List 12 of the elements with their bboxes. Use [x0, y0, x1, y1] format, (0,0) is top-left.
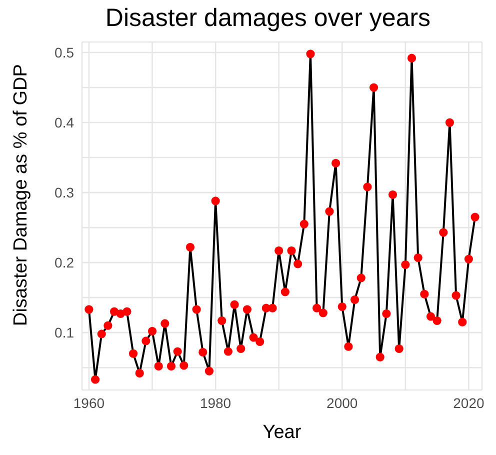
x-tick-label: 1960	[73, 394, 105, 411]
y-axis-title: Disaster Damage as % of GDP	[10, 64, 32, 326]
chart-title: Disaster damages over years	[104, 4, 432, 34]
y-tick-label: 0.5	[54, 44, 74, 60]
x-tick-label: 2020	[453, 394, 484, 411]
y-tick-label: 0.2	[54, 254, 74, 271]
y-tick-label: 0.4	[54, 114, 74, 130]
y-tick-label: 0.3	[54, 184, 74, 201]
y-tick-label: 0.1	[54, 324, 74, 341]
x-tick-label: 1980	[200, 394, 232, 411]
x-axis-title: Year	[262, 422, 302, 443]
x-tick-label: 2000	[326, 394, 358, 411]
